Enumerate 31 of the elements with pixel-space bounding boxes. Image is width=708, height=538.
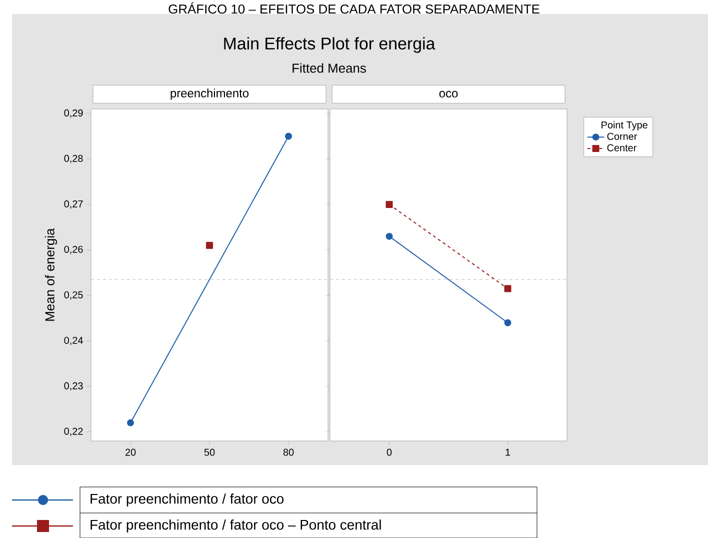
point (504, 285, 512, 292)
y-tick-label: 0,23 (64, 382, 83, 391)
x-tick-label: 80 (283, 448, 294, 456)
y-tick-label: 0,27 (64, 200, 83, 209)
x-tick-label: 50 (204, 448, 215, 456)
point (386, 201, 393, 208)
text: Fitted Means (292, 63, 366, 73)
y-tick-label: 0,29 (64, 109, 83, 118)
text: GRÁFICO 10 – EFEITOS DE CADA FATOR SEPARADAMENTE (168, 2, 540, 14)
legend-label: Corner (607, 132, 638, 140)
y-tick-label: 0,22 (64, 428, 83, 436)
point (504, 319, 512, 326)
y-axis-title: Mean of energia (44, 228, 58, 321)
point (285, 132, 292, 140)
point (127, 419, 134, 426)
x-tick-label: 0 (386, 448, 392, 456)
x-tick-label: 1 (506, 448, 510, 456)
text: Fator preenchimento / fator oco (90, 493, 284, 506)
point (206, 242, 213, 249)
y-tick-label: 0,28 (64, 154, 83, 164)
point (386, 232, 393, 240)
text: Main Effects Plot for energia (224, 37, 436, 53)
chart-title: oco (439, 90, 458, 98)
legend-title: Point Type (602, 121, 648, 130)
text: Fator preenchimento / fator oco – Ponto central (90, 519, 381, 532)
x-tick-label: 20 (125, 448, 136, 456)
y-tick-label: 0,24 (64, 336, 83, 346)
chart-title: preenchimento (170, 88, 249, 100)
legend-label: Center (607, 144, 637, 152)
y-tick-label: 0,26 (64, 246, 83, 254)
y-tick-label: 0,25 (64, 291, 83, 300)
